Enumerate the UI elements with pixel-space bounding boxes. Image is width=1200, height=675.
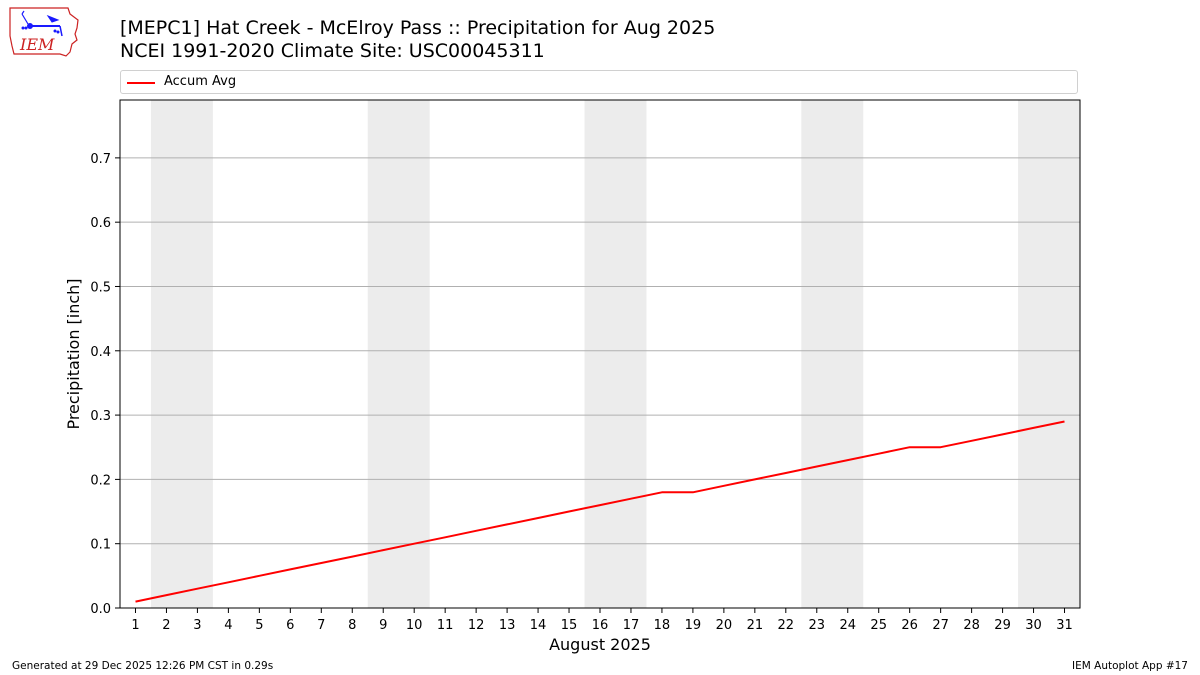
x-axis-label: August 2025 (549, 635, 651, 654)
data-point (661, 491, 663, 493)
x-tick-label: 27 (932, 618, 949, 633)
data-point (568, 510, 570, 512)
y-tick-label: 0.2 (90, 473, 111, 488)
data-point (258, 575, 260, 577)
weekend-band-0 (150, 100, 213, 608)
x-tick-label: 23 (809, 618, 826, 633)
x-tick-label: 5 (255, 618, 263, 633)
series-layer (134, 420, 1065, 603)
x-tick-label: 29 (994, 618, 1011, 633)
data-point (1032, 427, 1034, 429)
weekend-band-3 (801, 100, 864, 608)
y-tick-label: 0.7 (90, 152, 111, 167)
x-tick-label: 26 (901, 618, 918, 633)
data-point (816, 465, 818, 467)
x-tick-label: 16 (592, 618, 609, 633)
x-tick-label: 6 (286, 618, 294, 633)
data-point (847, 459, 849, 461)
x-tick-label: 15 (561, 618, 578, 633)
data-point (196, 588, 198, 590)
x-tick-label: 4 (224, 618, 232, 633)
weekend-band-1 (367, 100, 430, 608)
x-axis-ticks: 1 2 3 4 5 6 7 8 9 10 11 12 13 14 15 16 17 18 19 20 21 22 23 24 2… (131, 608, 1073, 633)
y-axis-label: Precipitation [inch] (64, 278, 83, 429)
data-point (939, 446, 941, 448)
y-tick-label: 0.4 (90, 345, 111, 360)
autoplot-app-label: IEM Autoplot App #17 (1072, 660, 1188, 672)
y-tick-label: 0.6 (90, 216, 111, 231)
data-point (165, 594, 167, 596)
x-tick-label: 1 (131, 618, 139, 633)
generated-timestamp: Generated at 29 Dec 2025 12:26 PM CST in… (12, 660, 274, 672)
data-point (723, 485, 725, 487)
data-point (692, 491, 694, 493)
x-tick-label: 8 (348, 618, 356, 633)
series-line-accum-avg (135, 420, 1065, 603)
data-point (785, 472, 787, 474)
x-tick-label: 25 (870, 618, 887, 633)
x-tick-label: 18 (654, 618, 671, 633)
data-point (382, 549, 384, 551)
data-point (134, 600, 136, 602)
iem-logo: IEM (9, 7, 79, 57)
x-tick-label: 28 (963, 618, 980, 633)
logo-text: IEM (19, 35, 55, 54)
y-tick-label: 0.5 (90, 280, 111, 295)
x-tick-label: 31 (1056, 618, 1073, 633)
x-tick-label: 17 (623, 618, 640, 633)
y-tick-label: 0.0 (90, 602, 111, 617)
data-point (754, 478, 756, 480)
y-tick-label: 0.1 (90, 538, 111, 553)
data-point (630, 497, 632, 499)
data-point (537, 517, 539, 519)
data-point (227, 581, 229, 583)
x-tick-label: 13 (499, 618, 516, 633)
x-tick-label: 30 (1025, 618, 1042, 633)
chart-title: [MEPC1] Hat Creek - McElroy Pass :: Prec… (120, 17, 716, 39)
iowa-outline-icon (9, 7, 79, 57)
x-tick-label: 20 (716, 618, 733, 633)
x-tick-label: 9 (379, 618, 387, 633)
x-tick-label: 19 (685, 618, 702, 633)
data-point (599, 504, 601, 506)
weather-symbols-icon (21, 10, 63, 37)
data-point (970, 440, 972, 442)
weekend-bands (150, 100, 1080, 608)
legend: Accum Avg (120, 70, 1078, 94)
data-point (289, 568, 291, 570)
x-tick-label: 7 (317, 618, 325, 633)
data-point (351, 555, 353, 557)
data-point (1063, 420, 1065, 422)
weekend-band-2 (584, 100, 647, 608)
plot-frame (119, 99, 1081, 609)
legend-label-accum-avg: Accum Avg (164, 74, 237, 89)
x-tick-label: 12 (468, 618, 485, 633)
data-point (413, 542, 415, 544)
x-tick-label: 11 (437, 618, 454, 633)
data-point (1001, 433, 1003, 435)
chart-subtitle: NCEI 1991-2020 Climate Site: USC00045311 (120, 40, 545, 62)
x-tick-label: 24 (839, 618, 856, 633)
data-point (475, 530, 477, 532)
data-point (506, 523, 508, 525)
legend-swatch-accum-avg (127, 82, 155, 84)
data-point (320, 562, 322, 564)
data-point (444, 536, 446, 538)
y-tick-label: 0.3 (90, 409, 111, 424)
y-gridlines (120, 157, 1080, 545)
data-point (878, 452, 880, 454)
x-tick-label: 2 (162, 618, 170, 633)
data-point (908, 446, 910, 448)
x-tick-label: 22 (778, 618, 795, 633)
x-tick-label: 21 (747, 618, 764, 633)
weekend-band-4 (1018, 100, 1080, 608)
y-axis-ticks: 0.0 0.1 0.2 0.3 0.4 0.5 0.6 0.7 (90, 152, 120, 617)
x-tick-label: 10 (406, 618, 423, 633)
x-tick-label: 3 (193, 618, 201, 633)
x-tick-label: 14 (530, 618, 547, 633)
